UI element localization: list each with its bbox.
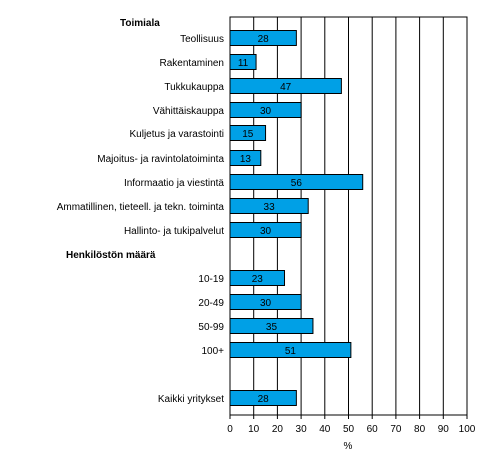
x-tick-label-60: 60 (367, 424, 379, 435)
data-label-6: 56 (291, 178, 303, 189)
x-tick-label-10: 10 (248, 424, 260, 435)
category-labels: Teollisuus Rakentaminen Tukkukauppa Vähittä… (57, 34, 225, 405)
x-tick-label-70: 70 (390, 424, 402, 435)
data-label-12: 51 (285, 346, 297, 357)
category-label-12: 100+ (201, 346, 224, 357)
data-label-9: 23 (252, 274, 264, 285)
category-label-10: 20-49 (198, 298, 224, 309)
data-label-10: 30 (260, 298, 272, 309)
x-tick-label-0: 0 (227, 424, 233, 435)
category-label-1: Rakentaminen (160, 58, 224, 69)
x-axis-ticks: 0 10 20 30 40 50 60 70 80 90 100 (227, 415, 476, 435)
group-heading-0: Toimiala (120, 18, 160, 29)
data-label-3: 30 (260, 106, 272, 117)
x-tick-label-90: 90 (438, 424, 450, 435)
data-label-11: 35 (266, 322, 278, 333)
x-tick-label-80: 80 (414, 424, 426, 435)
data-label-0: 28 (258, 34, 270, 45)
x-tick-label-30: 30 (296, 424, 308, 435)
data-label-5: 13 (240, 154, 252, 165)
x-tick-label-40: 40 (319, 424, 331, 435)
category-label-11: 50-99 (198, 322, 224, 333)
data-labels: 28 11 47 30 15 13 56 33 30 23 30 35 51 28 (238, 34, 303, 405)
category-label-7: Ammatillinen, tieteell. ja tekn. toimint… (57, 202, 225, 213)
data-label-8: 30 (260, 226, 272, 237)
category-label-4: Kuljetus ja varastointi (130, 129, 225, 140)
data-label-13: 28 (258, 394, 270, 405)
category-label-3: Vähittäiskauppa (153, 106, 225, 117)
group-headings: Toimiala Henkilöstön määrä (66, 18, 160, 261)
category-label-13: Kaikki yritykset (158, 394, 224, 405)
data-label-2: 47 (280, 82, 292, 93)
x-tick-label-100: 100 (459, 424, 476, 435)
x-axis-title: % (344, 441, 353, 452)
category-label-5: Majoitus- ja ravintolatoiminta (97, 154, 224, 165)
x-tick-label-50: 50 (343, 424, 355, 435)
category-label-9: 10-19 (198, 274, 224, 285)
category-label-8: Hallinto- ja tukipalvelut (124, 226, 224, 237)
plot-frame (229, 16, 468, 416)
category-label-0: Teollisuus (180, 34, 224, 45)
data-label-4: 15 (242, 129, 254, 140)
data-label-7: 33 (264, 202, 276, 213)
category-label-2: Tukkukauppa (164, 82, 224, 93)
category-label-6: Informaatio ja viestintä (124, 178, 224, 189)
data-label-1: 11 (238, 58, 249, 69)
x-tick-label-20: 20 (272, 424, 284, 435)
group-heading-1: Henkilöstön määrä (66, 250, 156, 261)
